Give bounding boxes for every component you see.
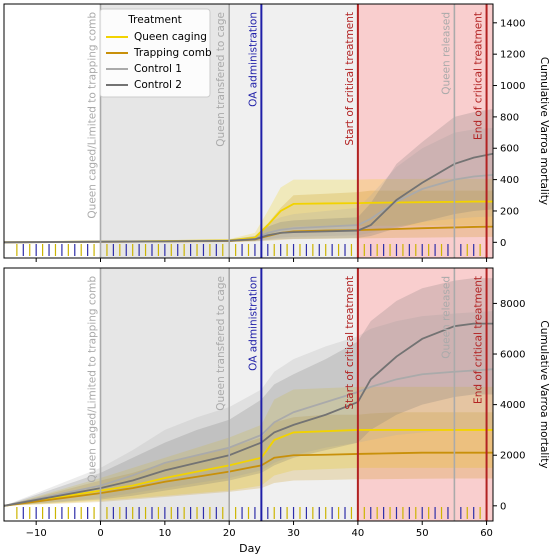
plot-frame [3, 267, 494, 522]
bottom-panel: Queen caged/Limited to trapping comb Quee… [3, 267, 550, 539]
event-label-queen-released: Queen released [440, 276, 452, 359]
band-control-2 [4, 109, 493, 243]
legend-item-trapping-comb: Trapping comb [133, 47, 212, 59]
y-tick-label: 600 [500, 144, 519, 155]
y-tick-label: 1000 [500, 81, 525, 92]
band-control-2 [4, 278, 493, 506]
x-tick-label: 10 [158, 528, 171, 539]
y-tick-label: 8000 [500, 299, 525, 310]
legend-item-control-2: Control 2 [134, 79, 182, 91]
line-control-1 [4, 368, 493, 507]
x-tick-label: 60 [480, 528, 493, 539]
plot-frame [3, 3, 494, 259]
legend-item-control-1: Control 1 [134, 63, 182, 75]
line-queen-caging [4, 429, 493, 507]
top-panel: Queen caged/Limited to trapping comb Quee… [3, 3, 550, 262]
y-tick-label: 1200 [500, 50, 525, 61]
event-label-oa-administration: OA administration [247, 276, 259, 371]
x-tick-label: −10 [26, 528, 47, 539]
x-tick-label: 40 [352, 528, 365, 539]
event-label-queen-caged-limited-to-trapping-comb: Queen caged/Limited to trapping comb [87, 276, 99, 483]
x-tick-label: 30 [287, 528, 300, 539]
event-label-queen-released: Queen released [440, 12, 452, 95]
y-tick-label: 0 [500, 501, 506, 512]
legend-title: Treatment [127, 14, 181, 26]
line-control-2 [4, 152, 493, 244]
y-tick-label: 800 [500, 112, 519, 123]
x-tick-label: 50 [416, 528, 429, 539]
band-control-1 [4, 127, 493, 243]
y-tick-label: 2000 [500, 451, 525, 462]
line-trapping-comb [4, 451, 493, 507]
event-label-start-of-critical-treatment: Start of critical treatment [344, 12, 356, 146]
event-label-start-of-critical-treatment: Start of critical treatment [344, 276, 356, 410]
y-tick-label: 1400 [500, 18, 525, 29]
band-queen-caging [4, 386, 493, 506]
y-axis-label: Cumulative Varroa mortality [538, 320, 550, 468]
y-axis-label: Cumulative Varroa mortality [538, 57, 550, 205]
event-label-end-of-critical-treatment: End of critical treatment [473, 12, 485, 140]
y-tick-label: 0 [500, 238, 506, 249]
event-label-queen-caged-limited-to-trapping-comb: Queen caged/Limited to trapping comb [87, 12, 99, 219]
shade-queen-in-cage [229, 268, 358, 521]
shade-critical-treatment [357, 268, 493, 521]
x-axis-label: Day [239, 542, 261, 555]
legend: Treatment Queen caging Trapping comb Contro… [99, 8, 212, 98]
y-tick-label: 200 [500, 206, 519, 217]
line-control-2 [4, 322, 493, 507]
x-tick-label: 20 [223, 528, 236, 539]
band-control-1 [4, 311, 493, 506]
shade-queen-in-cage [229, 4, 358, 258]
y-tick-label: 4000 [500, 400, 525, 411]
event-label-oa-administration: OA administration [247, 12, 259, 107]
y-tick-label: 6000 [500, 350, 525, 361]
legend-box [99, 8, 211, 98]
y-tick-label: 400 [500, 175, 519, 186]
event-label-queen-transfered-to-cage: Queen transfered to cage [215, 276, 227, 411]
event-label-queen-transfered-to-cage: Queen transfered to cage [215, 12, 227, 147]
x-tick-label: 0 [97, 528, 103, 539]
band-queen-caging [4, 178, 493, 243]
event-label-end-of-critical-treatment: End of critical treatment [473, 276, 485, 404]
legend-item-queen-caging: Queen caging [134, 31, 207, 43]
